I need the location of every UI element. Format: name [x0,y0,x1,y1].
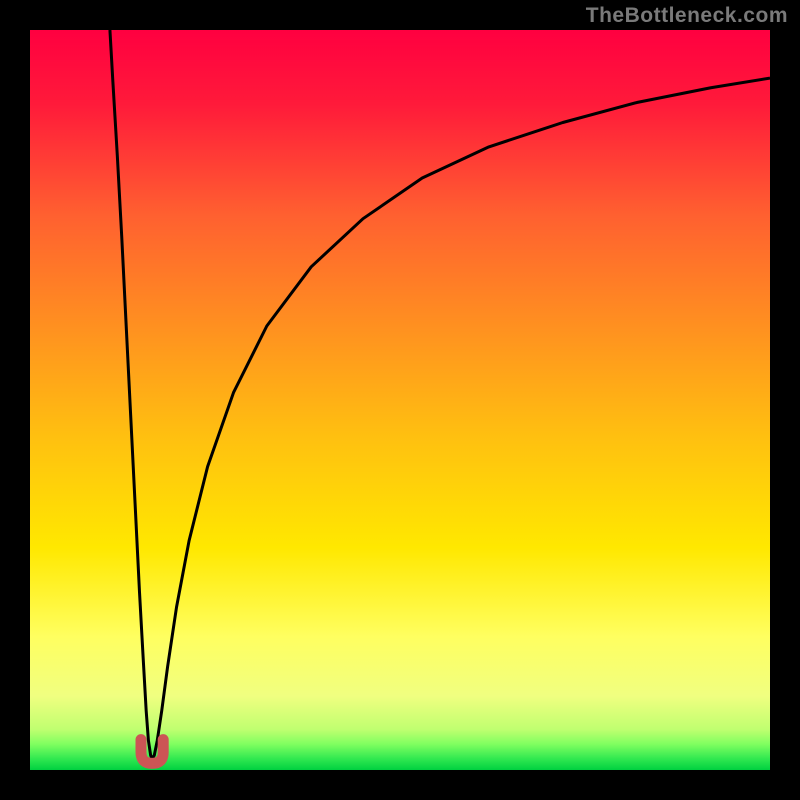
plot-area [30,30,770,770]
gradient-background [30,30,770,770]
watermark-text: TheBottleneck.com [586,4,788,28]
plot-svg [30,30,770,770]
chart-container: TheBottleneck.com [0,0,800,800]
